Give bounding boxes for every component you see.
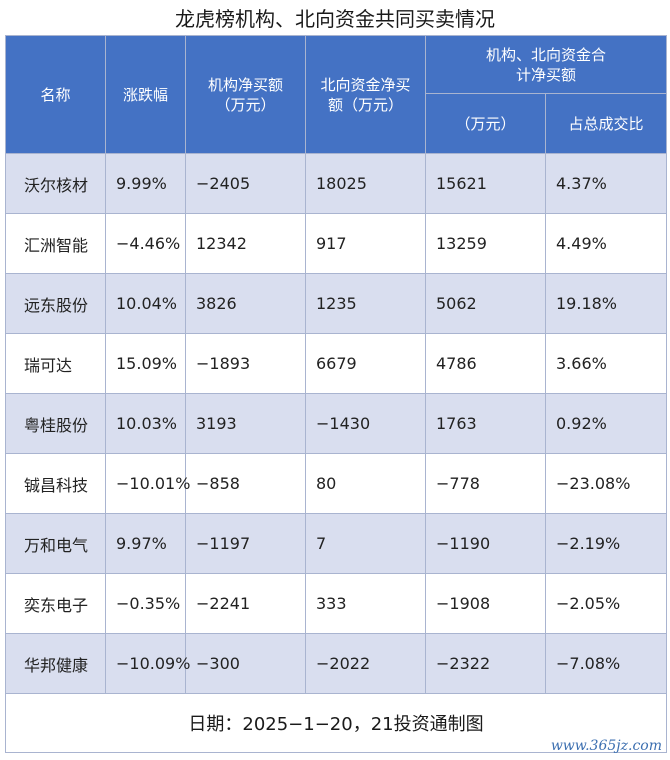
cell-change: 15.09% <box>105 333 186 394</box>
cell-inst-net: −1197 <box>185 513 306 574</box>
table-row: 汇洲智能 −4.46% 12342 917 13259 4.49% <box>5 213 667 274</box>
header-name: 名称 <box>5 35 106 154</box>
header-combined-group-text: 机构、北向资金合计净买额 <box>486 45 607 84</box>
header-combined-group: 机构、北向资金合计净买额 <box>425 35 667 94</box>
cell-change: −10.09% <box>105 633 190 694</box>
cell-name: 华邦健康 <box>5 633 106 694</box>
data-table: 名称 涨跌幅 机构净买额（万元） 北向资金净买额（万元） 机构、北向资金合计净买… <box>5 35 667 753</box>
cell-combined: 5062 <box>425 273 546 334</box>
header-change: 涨跌幅 <box>105 35 186 154</box>
cell-change: −4.46% <box>105 213 186 274</box>
cell-ratio: −2.05% <box>545 573 667 634</box>
cell-north-net: −1430 <box>305 393 426 454</box>
header-turnover-ratio: 占总成交比 <box>545 93 667 154</box>
header-combined-amount: （万元） <box>425 93 546 154</box>
cell-combined: 1763 <box>425 393 546 454</box>
cell-ratio: −23.08% <box>545 453 667 514</box>
cell-ratio: 19.18% <box>545 273 667 334</box>
cell-north-net: 18025 <box>305 153 426 214</box>
cell-name: 汇洲智能 <box>5 213 106 274</box>
cell-ratio: −7.08% <box>545 633 667 694</box>
table-row: 万和电气 9.97% −1197 7 −1190 −2.19% <box>5 513 667 574</box>
header-north-net: 北向资金净买额（万元） <box>305 35 426 154</box>
cell-ratio: 0.92% <box>545 393 667 454</box>
cell-north-net: 6679 <box>305 333 426 394</box>
cell-combined: −778 <box>425 453 546 514</box>
cell-combined: −2322 <box>425 633 546 694</box>
cell-ratio: 4.49% <box>545 213 667 274</box>
cell-north-net: 917 <box>305 213 426 274</box>
cell-change: 10.04% <box>105 273 186 334</box>
table-row: 铖昌科技 −10.01% −858 80 −778 −23.08% <box>5 453 667 514</box>
table-footer-row: 日期：2025−1−20，21投资通制图 <box>5 693 667 753</box>
cell-combined: −1908 <box>425 573 546 634</box>
cell-name: 沃尔核材 <box>5 153 106 214</box>
cell-name: 万和电气 <box>5 513 106 574</box>
cell-ratio: 3.66% <box>545 333 667 394</box>
cell-inst-net: −858 <box>185 453 306 514</box>
cell-north-net: 80 <box>305 453 426 514</box>
header-north-net-text: 北向资金净买额（万元） <box>320 75 411 114</box>
chart-title: 龙虎榜机构、北向资金共同买卖情况 <box>175 7 495 31</box>
cell-inst-net: −300 <box>185 633 306 694</box>
cell-north-net: 1235 <box>305 273 426 334</box>
cell-name: 瑞可达 <box>5 333 106 394</box>
cell-north-net: 7 <box>305 513 426 574</box>
cell-inst-net: −1893 <box>185 333 306 394</box>
cell-change: −10.01% <box>105 453 190 514</box>
cell-north-net: −2022 <box>305 633 426 694</box>
table-row: 沃尔核材 9.99% −2405 18025 15621 4.37% <box>5 153 667 214</box>
cell-name: 奕东电子 <box>5 573 106 634</box>
date-caption: 日期：2025−1−20，21投资通制图 <box>5 693 667 753</box>
cell-combined: −1190 <box>425 513 546 574</box>
cell-change: 9.99% <box>105 153 186 214</box>
table-row: 华邦健康 −10.09% −300 −2022 −2322 −7.08% <box>5 633 667 694</box>
cell-inst-net: −2241 <box>185 573 306 634</box>
cell-north-net: 333 <box>305 573 426 634</box>
cell-ratio: 4.37% <box>545 153 667 214</box>
cell-change: 10.03% <box>105 393 186 454</box>
cell-change: −0.35% <box>105 573 186 634</box>
cell-inst-net: 3193 <box>185 393 306 454</box>
cell-combined: 13259 <box>425 213 546 274</box>
cell-name: 粤桂股份 <box>5 393 106 454</box>
table-row: 粤桂股份 10.03% 3193 −1430 1763 0.92% <box>5 393 667 454</box>
table-row: 奕东电子 −0.35% −2241 333 −1908 −2.05% <box>5 573 667 634</box>
cell-name: 铖昌科技 <box>5 453 106 514</box>
header-inst-net: 机构净买额（万元） <box>185 35 306 154</box>
cell-ratio: −2.19% <box>545 513 667 574</box>
header-inst-net-text: 机构净买额（万元） <box>207 75 283 114</box>
cell-inst-net: 12342 <box>185 213 306 274</box>
cell-inst-net: −2405 <box>185 153 306 214</box>
watermark: www.365jz.com <box>550 738 662 754</box>
cell-change: 9.97% <box>105 513 186 574</box>
cell-inst-net: 3826 <box>185 273 306 334</box>
cell-combined: 15621 <box>425 153 546 214</box>
table-row: 瑞可达 15.09% −1893 6679 4786 3.66% <box>5 333 667 394</box>
cell-name: 远东股份 <box>5 273 106 334</box>
cell-combined: 4786 <box>425 333 546 394</box>
table-row: 远东股份 10.04% 3826 1235 5062 19.18% <box>5 273 667 334</box>
